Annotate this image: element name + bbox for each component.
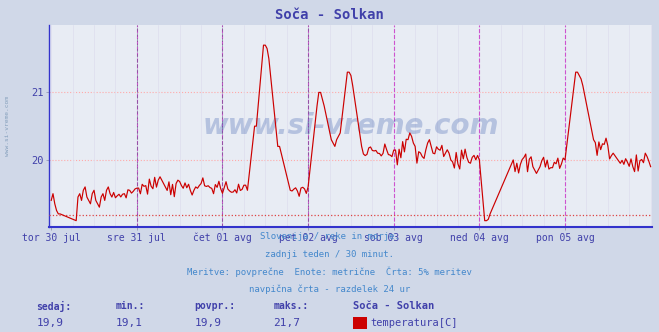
Text: www.si-vreme.com: www.si-vreme.com <box>5 96 11 156</box>
Text: povpr.:: povpr.: <box>194 301 235 311</box>
Text: zadnji teden / 30 minut.: zadnji teden / 30 minut. <box>265 250 394 259</box>
Text: 19,9: 19,9 <box>194 318 221 328</box>
Text: maks.:: maks.: <box>273 301 308 311</box>
Text: 19,1: 19,1 <box>115 318 142 328</box>
Text: sedaj:: sedaj: <box>36 301 71 312</box>
Text: temperatura[C]: temperatura[C] <box>370 318 458 328</box>
Text: 19,9: 19,9 <box>36 318 63 328</box>
Text: min.:: min.: <box>115 301 145 311</box>
Text: Meritve: povprečne  Enote: metrične  Črta: 5% meritev: Meritve: povprečne Enote: metrične Črta:… <box>187 267 472 278</box>
Text: navpična črta - razdelek 24 ur: navpična črta - razdelek 24 ur <box>249 284 410 294</box>
Text: Soča - Solkan: Soča - Solkan <box>275 8 384 22</box>
Text: www.si-vreme.com: www.si-vreme.com <box>203 112 499 140</box>
Text: 21,7: 21,7 <box>273 318 301 328</box>
Text: Soča - Solkan: Soča - Solkan <box>353 301 434 311</box>
Text: Slovenija / reke in morje.: Slovenija / reke in morje. <box>260 232 399 241</box>
